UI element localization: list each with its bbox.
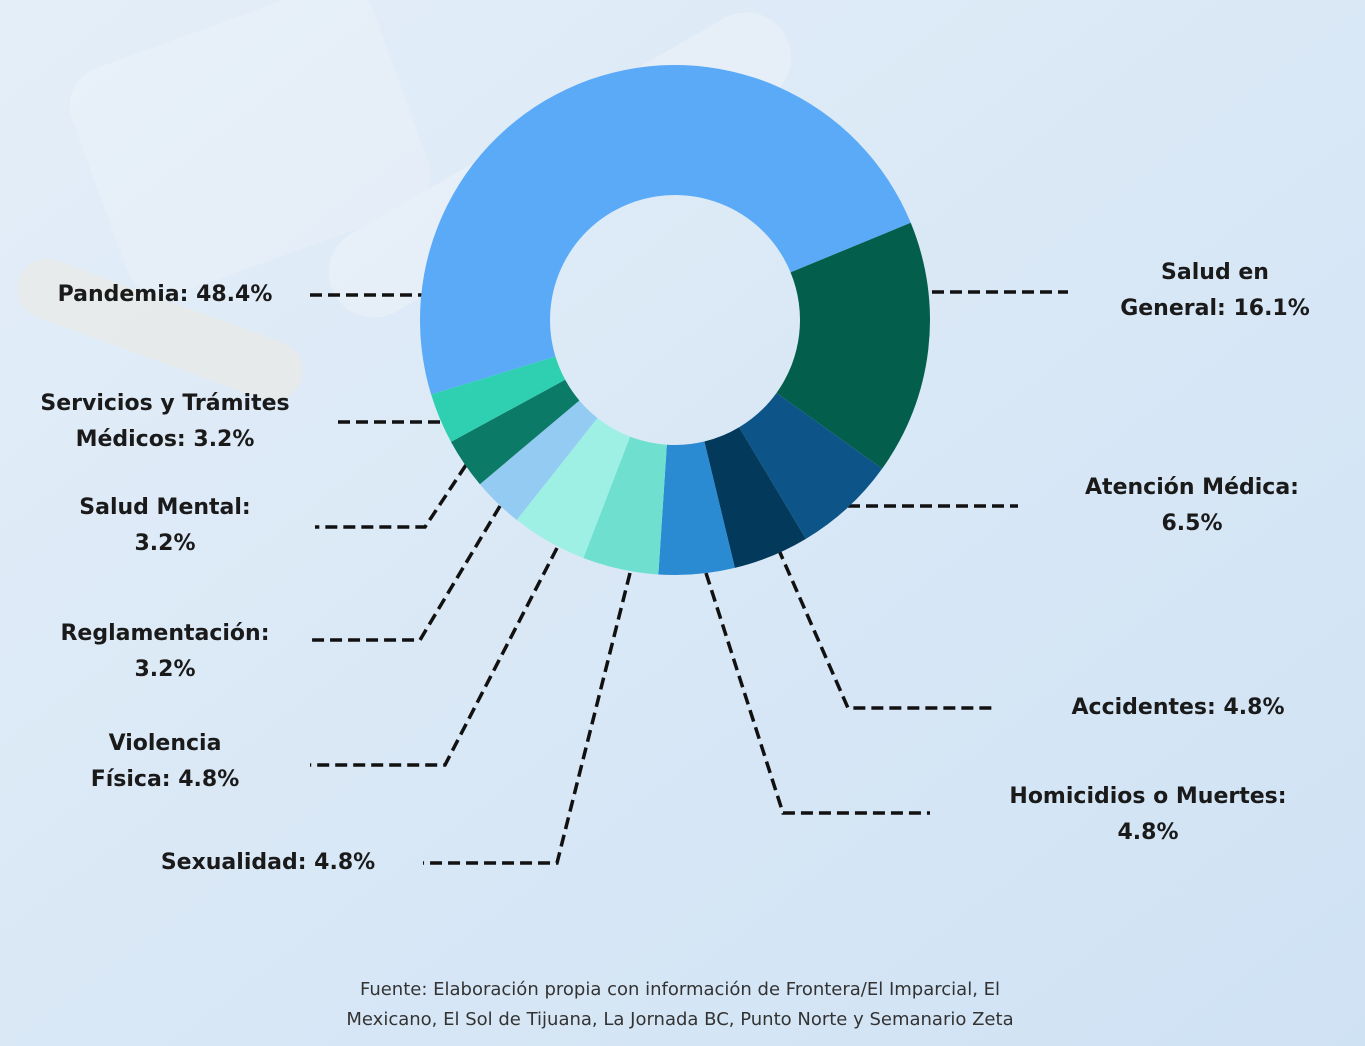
slice-label: 3.2% [134, 657, 195, 682]
leader-line [423, 572, 632, 865]
slice-label: 6.5% [1161, 511, 1222, 536]
slice-label: Atención Médica: [1085, 475, 1299, 500]
slice-label: Pandemia: 48.4% [58, 282, 273, 307]
donut-slice [516, 418, 631, 558]
slice-label: 4.8% [1117, 820, 1178, 845]
slice-label: Sexualidad: 4.8% [161, 850, 375, 875]
source-note: Mexicano, El Sol de Tijuana, La Jornada … [346, 1009, 1013, 1030]
slice-label: Reglamentación: [60, 621, 269, 646]
slice-label: Homicidios o Muertes: [1009, 784, 1286, 809]
leader-line [310, 547, 559, 767]
donut-slice [431, 356, 566, 442]
donut-slice [658, 441, 735, 575]
slice-label: General: 16.1% [1120, 296, 1310, 321]
slice-label: Médicos: 3.2% [76, 427, 255, 452]
donut-slice [450, 379, 580, 485]
donut-slice [479, 400, 598, 520]
donut-slice [704, 427, 806, 568]
donut-slice [583, 436, 667, 575]
donut-slice [419, 64, 911, 395]
slice-label: 3.2% [134, 531, 195, 556]
slice-label: Salud Mental: [79, 495, 250, 520]
leader-line [776, 547, 992, 710]
leader-lines [310, 290, 1068, 865]
slice-label: Accidentes: 4.8% [1072, 695, 1285, 720]
slice-label: Violencia [109, 731, 222, 756]
leader-line [315, 464, 468, 529]
slice-label: Salud en [1161, 260, 1269, 285]
donut-slice [776, 222, 931, 469]
donut-slice [739, 392, 883, 539]
leader-line [704, 572, 930, 815]
slice-label: Servicios y Trámites [40, 391, 289, 416]
slice-label: Física: 4.8% [91, 767, 240, 792]
source-note: Fuente: Elaboración propia con informaci… [360, 979, 1000, 1000]
